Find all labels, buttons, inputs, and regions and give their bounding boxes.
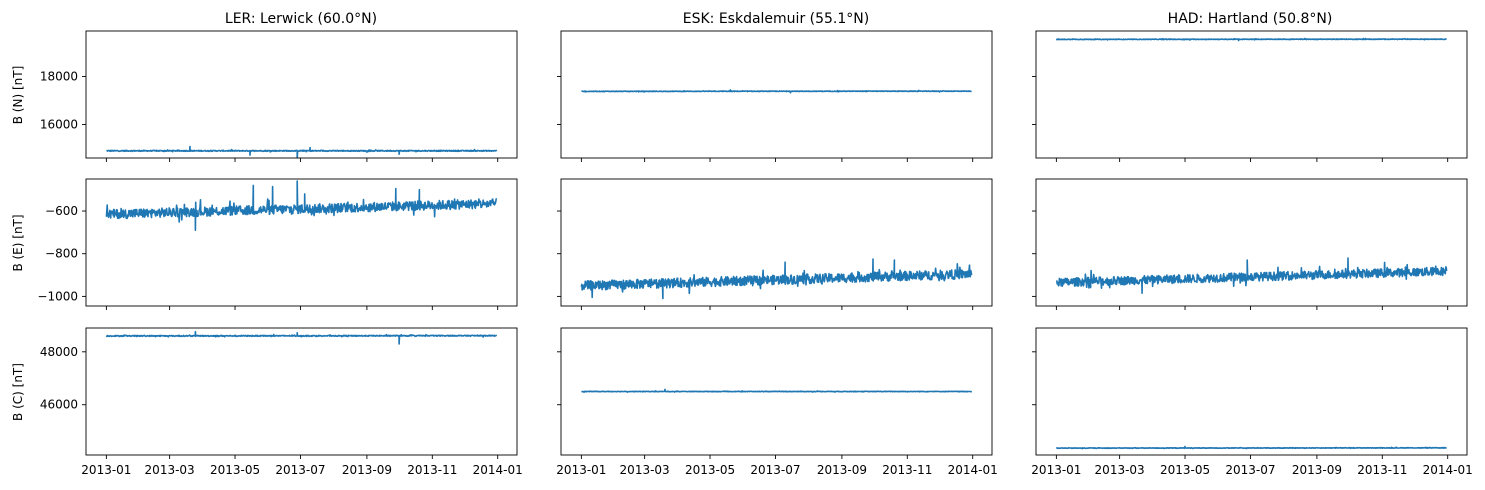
x-tick-label: 2014-01: [1423, 463, 1473, 477]
ylabel-east: B (E) [nT]: [11, 214, 25, 271]
ylabel-vertical: B (C) [nT]: [11, 363, 25, 421]
panel-r0-c0: 16000 18000: [40, 30, 518, 162]
series-line: [1055, 445, 1447, 450]
axes-frame: [560, 327, 993, 456]
x-tick-label: 2013-03: [620, 463, 670, 477]
column-title-ler: LER: Lerwick (60.0°N): [225, 11, 377, 27]
x-tick-label: 2014-01: [473, 463, 523, 477]
y-tick-label: 16000: [40, 117, 78, 131]
column-titles: LER: Lerwick (60.0°N) ESK: Eskdalemuir (…: [225, 11, 1332, 27]
x-tick-label: 2013-05: [1160, 463, 1210, 477]
series-line: [581, 388, 973, 393]
x-tick-label: 2013-05: [685, 463, 735, 477]
x-tick-label: 2013-09: [1292, 463, 1342, 477]
series-line: [581, 89, 972, 94]
panel-r0-c2: [1032, 30, 1468, 162]
panel-r1-c2: [1032, 178, 1468, 310]
x-tick-label: 2013-07: [275, 463, 325, 477]
x-tick-label: 2014-01: [948, 463, 998, 477]
y-tick-label: −800: [45, 247, 78, 261]
row-ylabels: B (N) [nT] B (E) [nT] B (C) [nT]: [11, 66, 25, 421]
panel-r1-c1: [557, 178, 993, 310]
x-tick-label: 2013-07: [750, 463, 800, 477]
axes-frame: [85, 30, 518, 159]
series-line: [1055, 257, 1448, 294]
x-tick-label: 2013-07: [1225, 463, 1275, 477]
panel-r2-c2: 2013-01 2013-03 2013-05 2013-07 2013-09 2013-…: [1031, 327, 1473, 477]
axes-frame: [560, 178, 993, 307]
x-tick-label: 2013-01: [1031, 463, 1081, 477]
panel-r1-c0: −1000 −800 −600: [37, 178, 518, 310]
axes-frame: [560, 30, 993, 159]
x-tick-label: 2013-11: [882, 463, 932, 477]
axes-frame: [1035, 327, 1468, 456]
panel-r2-c1: 2013-01 2013-03 2013-05 2013-07 2013-09 2013-…: [556, 327, 998, 477]
panel-r2-c0: 46000 48000 2013-01 2013-03 2013-05 2013-07 20…: [40, 327, 523, 477]
ylabel-north: B (N) [nT]: [11, 66, 25, 125]
x-tick-label: 2013-09: [342, 463, 392, 477]
x-tick-label: 2013-03: [145, 463, 195, 477]
series-line: [105, 330, 498, 345]
x-tick-label: 2013-09: [817, 463, 867, 477]
x-tick-label: 2013-01: [556, 463, 606, 477]
y-tick-label: −600: [45, 204, 78, 218]
series-line: [106, 145, 498, 158]
series-line: [1055, 37, 1447, 42]
y-tick-label: 18000: [40, 70, 78, 84]
y-tick-label: −1000: [37, 289, 78, 303]
panel-r0-c1: [557, 30, 993, 162]
axes-frame: [1035, 178, 1468, 307]
x-tick-label: 2013-11: [407, 463, 457, 477]
series-line: [580, 258, 973, 300]
column-title-esk: ESK: Eskdalemuir (55.1°N): [683, 11, 869, 27]
y-tick-label: 48000: [40, 345, 78, 359]
axes-frame: [1035, 30, 1468, 159]
y-tick-label: 46000: [40, 398, 78, 412]
subplot-grid: 16000 18000 −1000 −800 −600 46000 48000 2013-01…: [37, 30, 1473, 477]
series-line: [105, 180, 498, 231]
x-tick-label: 2013-01: [81, 463, 131, 477]
axes-frame: [85, 178, 518, 307]
x-tick-label: 2013-05: [210, 463, 260, 477]
axes-frame: [85, 327, 518, 456]
x-tick-label: 2013-03: [1095, 463, 1145, 477]
column-title-had: HAD: Hartland (50.8°N): [1168, 11, 1333, 27]
x-tick-label: 2013-11: [1357, 463, 1407, 477]
